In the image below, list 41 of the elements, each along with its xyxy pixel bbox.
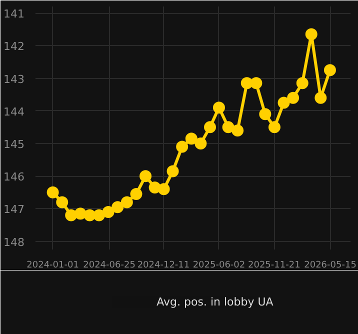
point <box>176 140 188 153</box>
point <box>102 206 114 218</box>
x-tick-label: 2025-11-21 <box>248 260 300 270</box>
point <box>222 121 234 134</box>
point <box>130 188 142 200</box>
point <box>56 196 68 208</box>
point <box>296 77 308 90</box>
point <box>268 121 280 134</box>
point <box>314 92 327 104</box>
point <box>93 209 106 222</box>
point <box>140 170 152 182</box>
point <box>305 28 318 40</box>
y-tick-label: 148 <box>4 236 25 249</box>
y-tick-label: 143 <box>4 72 25 86</box>
point <box>194 138 207 150</box>
y-tick-label: 145 <box>4 138 25 151</box>
point <box>120 196 133 208</box>
point <box>212 102 225 114</box>
point <box>185 132 198 145</box>
y-tick-label: 147 <box>4 203 25 216</box>
x-tick-label: 2024-01-01 <box>26 260 79 270</box>
x-tick-label: 2024-12-11 <box>137 260 190 270</box>
point <box>166 165 179 178</box>
y-tick-label: 141 <box>4 8 25 21</box>
point <box>112 201 124 214</box>
x-tick-label: 2024-06-25 <box>83 260 136 270</box>
point <box>46 186 59 198</box>
point <box>259 108 272 120</box>
point <box>324 64 336 76</box>
y-tick-label: 142 <box>4 40 25 54</box>
point <box>158 183 170 196</box>
point <box>287 92 300 104</box>
point <box>232 124 244 136</box>
point <box>204 121 216 134</box>
point <box>278 96 290 109</box>
y-tick-label: 146 <box>4 170 25 184</box>
x-tick-label: 2025-06-02 <box>192 260 246 270</box>
point <box>250 77 262 90</box>
text: Avg. pos. in lobby UA <box>156 296 274 308</box>
y-tick-label: 144 <box>4 105 25 118</box>
x-tick-label: 2026-05-15 <box>304 260 356 270</box>
